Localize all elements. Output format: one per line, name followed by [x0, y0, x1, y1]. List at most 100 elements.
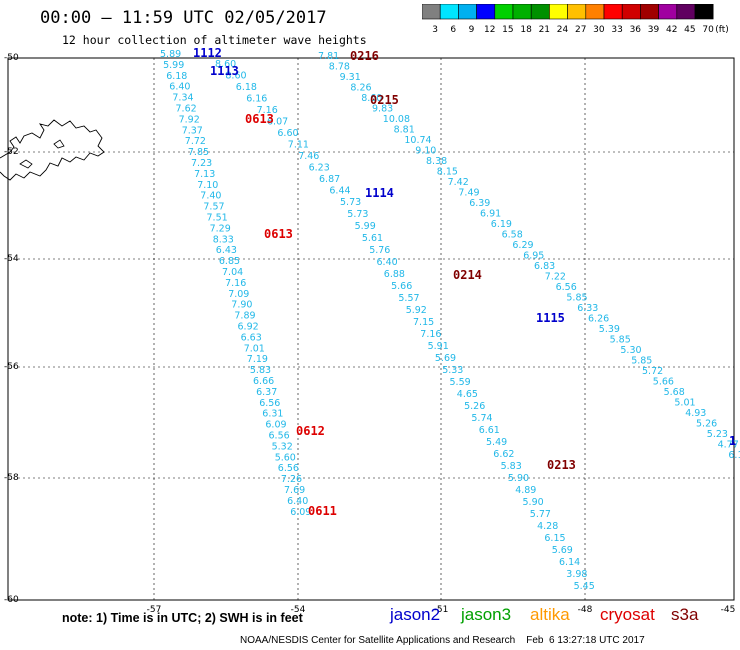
swh-value: 6.18	[236, 82, 257, 93]
swh-value: 5.91	[428, 341, 449, 352]
swh-value: 5.49	[486, 437, 507, 448]
lat-label: -56	[4, 362, 19, 372]
swh-value: 5.33	[442, 365, 463, 376]
swh-value: 5.92	[406, 305, 427, 316]
swh-value: 6.23	[309, 163, 330, 174]
swh-value: 6.62	[493, 449, 514, 460]
swh-value: 6.15	[544, 533, 565, 544]
scale-label: 15	[502, 25, 513, 35]
lat-label: -50	[4, 53, 19, 63]
falkland-islands-outline	[0, 119, 105, 181]
swh-value: 5.83	[501, 461, 522, 472]
lon-label: -45	[721, 605, 736, 615]
swh-value: 7.10	[197, 180, 218, 191]
swh-value: 5.74	[471, 413, 492, 424]
pass-label: 0613	[264, 227, 293, 241]
swh-value: 6.44	[329, 186, 350, 197]
swh-value: 6.26	[588, 314, 609, 325]
swh-value: 6.91	[480, 209, 501, 220]
swh-value: 6.29	[512, 240, 533, 251]
swh-value: 7.51	[207, 213, 228, 224]
swh-value: 6.66	[253, 376, 274, 387]
scale-label: 3	[432, 25, 438, 35]
swh-value: 5.23	[707, 429, 728, 440]
swh-value: 7.85	[188, 147, 209, 158]
swh-value: 7.49	[458, 188, 479, 199]
swh-value: 6.19	[491, 219, 512, 230]
swh-value: 8.38	[426, 156, 447, 167]
swh-value: 8.33	[213, 234, 234, 245]
swh-value: 5.85	[566, 293, 587, 304]
satellite-jason3: jason3	[461, 605, 512, 624]
swh-value: 5.83	[250, 365, 271, 376]
swh-value: 5.32	[272, 441, 293, 452]
swh-value: 5.69	[435, 353, 456, 364]
swh-value: 3.98	[566, 569, 587, 580]
swh-value: 8.60	[361, 93, 382, 104]
swh-value: 7.09	[228, 289, 249, 300]
swh-value: 6.37	[256, 387, 277, 398]
swh-value: 7.34	[172, 93, 193, 104]
swh-value: 6.85	[219, 256, 240, 267]
swh-value: 6.56	[269, 431, 290, 442]
pass-label: 0613	[245, 112, 274, 126]
scale-swatch	[694, 4, 714, 20]
color-scale-legend: 3 6 9 12 15 18 21 24 27 30 33 36 39 42 45 70 (ft)	[422, 4, 729, 35]
pass-label: 1	[729, 434, 736, 448]
swh-value: 6.61	[479, 425, 500, 436]
swh-value: 9.10	[415, 146, 436, 157]
lon-label: -51	[434, 605, 449, 615]
swh-value: 6.56	[278, 463, 299, 474]
pass-label: 0216	[350, 49, 379, 63]
satellite-s3a: s3a	[671, 605, 699, 624]
swh-value: 5.99	[163, 60, 184, 71]
swh-value: 8.60	[225, 71, 246, 82]
pass-label: 0611	[308, 504, 337, 518]
swh-value: 6.56	[556, 282, 577, 293]
swh-value: 5.59	[450, 377, 471, 388]
swh-value: 4.28	[537, 521, 558, 532]
swh-value: 10.08	[383, 114, 410, 125]
pass-label: 0213	[547, 458, 576, 472]
swh-value: 5.39	[599, 324, 620, 335]
swh-value: 5.66	[653, 377, 674, 388]
swh-value: 6.14	[559, 557, 580, 568]
units-note: note: 1) Time is in UTC; 2) SWH is in fe…	[62, 611, 303, 625]
swh-value: 7.37	[182, 125, 203, 136]
lon-label: -57	[147, 605, 162, 615]
swh-value: 5.90	[508, 473, 529, 484]
swh-value: 7.40	[200, 191, 221, 202]
swh-value: 6.95	[523, 251, 544, 262]
lon-label: -48	[578, 605, 593, 615]
swh-value: 6.60	[277, 128, 298, 139]
scale-label: 24	[557, 25, 569, 35]
swh-value: 6.40	[169, 82, 190, 93]
pass-label: 1112	[193, 46, 222, 60]
pass-label: 0214	[453, 268, 482, 282]
swh-value: 5.85	[610, 335, 631, 346]
swh-value: 7.19	[247, 354, 268, 365]
swh-value: 6.83	[534, 261, 555, 272]
swh-value: 8.26	[350, 83, 371, 94]
satellite-cryosat: cryosat	[600, 605, 655, 624]
swh-value: 8.60	[215, 59, 236, 70]
swh-value: 8.15	[437, 167, 458, 178]
scale-label: 70	[702, 25, 714, 35]
scale-label: 21	[539, 25, 550, 35]
swh-value: 5.73	[340, 197, 361, 208]
swh-value: 7.22	[545, 272, 566, 283]
scale-label: 6	[450, 25, 456, 35]
swh-value: 7.15	[413, 317, 434, 328]
swh-value: 4.77	[718, 440, 739, 451]
swh-value: 10.74	[404, 135, 431, 146]
scale-label: 33	[611, 25, 622, 35]
swh-value: 7.13	[194, 169, 215, 180]
swh-value: 4.89	[515, 485, 536, 496]
swh-value: 7.29	[210, 223, 231, 234]
swh-value: 5.66	[391, 281, 412, 292]
swh-value: 7.16	[225, 278, 246, 289]
swh-value: 6.16	[246, 94, 267, 105]
swh-value: 9.83	[372, 104, 393, 115]
swh-value: 5.60	[275, 452, 296, 463]
swh-value: 5.30	[620, 345, 641, 356]
